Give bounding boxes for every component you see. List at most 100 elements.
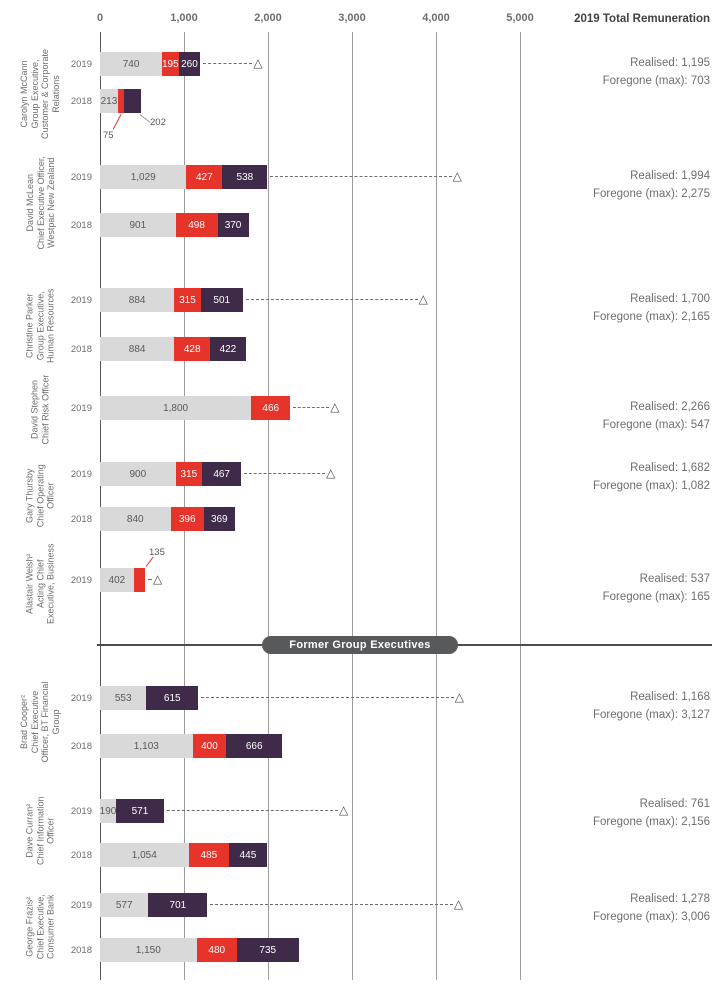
foregone-label: Foregone (max): 3,127 — [593, 709, 710, 721]
segment-gray: 1,103 — [100, 734, 193, 758]
segment-dark: 467 — [202, 462, 242, 486]
segment-red — [117, 89, 125, 113]
year-label: 2018 — [70, 850, 92, 861]
segment-dark — [124, 89, 142, 113]
year-label: 2019 — [70, 469, 92, 480]
axis-tick-label: 3,000 — [338, 12, 366, 24]
bar-2019: 1,029 427 538 — [100, 165, 268, 189]
segment-gray: 884 — [100, 288, 175, 312]
foregone-dashed-line — [148, 579, 153, 580]
executive-name-label: Christine Parker Group Executive, Human … — [14, 280, 66, 372]
segment-value-label: 501 — [213, 294, 231, 306]
foregone-dashed-line — [166, 810, 339, 811]
segment-gray: 402 — [100, 568, 134, 592]
executive-name-label: Dave Curran² Chief Information Officer — [14, 788, 66, 874]
callout-leader-line — [112, 114, 122, 130]
segment-dark: 445 — [229, 843, 267, 867]
summary-labels: Realised: 1,700 Foregone (max): 2,165 — [470, 290, 710, 326]
segment-value-label: 735 — [259, 944, 277, 956]
callout-value-label: 202 — [150, 117, 166, 128]
segment-value-label: 400 — [201, 740, 218, 752]
axis-tick-label: 2,000 — [254, 12, 282, 24]
year-label: 2019 — [70, 403, 92, 414]
bar-2018: 213 — [100, 89, 142, 113]
foregone-marker-triangle: △ — [253, 56, 263, 70]
foregone-label: Foregone (max): 2,156 — [593, 816, 710, 828]
executive-name-label: Gary Thursby Chief Operating Officer — [14, 452, 66, 540]
segment-gray: 1,150 — [100, 938, 197, 962]
foregone-dashed-line — [245, 299, 418, 300]
segment-red: 315 — [175, 462, 203, 486]
year-label: 2018 — [70, 945, 92, 956]
foregone-label: Foregone (max): 2,165 — [593, 311, 710, 323]
bar-2019: 884 315 501 — [100, 288, 243, 312]
year-label: 2019 — [70, 172, 92, 183]
segment-value-label: 428 — [183, 343, 201, 355]
gridline — [520, 32, 521, 980]
segment-value-label: 467 — [213, 468, 230, 480]
year-label: 2019 — [70, 806, 92, 817]
axis-tick-label: 4,000 — [422, 12, 450, 24]
bar-2019: 900 315 467 — [100, 462, 242, 486]
segment-gray: 884 — [100, 337, 175, 361]
segment-red: 480 — [196, 938, 237, 962]
gridline — [436, 32, 437, 980]
realised-label: Realised: 761 — [639, 798, 710, 810]
realised-label: Realised: 2,266 — [630, 401, 710, 413]
segment-red: 315 — [174, 288, 201, 312]
realised-label: Realised: 1,278 — [630, 893, 710, 905]
segment-dark: 538 — [222, 165, 268, 189]
segment-value-label: 396 — [178, 513, 196, 525]
year-label: 2019 — [70, 59, 92, 70]
executive-name-text: George Frazis² Chief Executive, Consumer… — [24, 894, 56, 960]
bar-2019: 553 615 — [100, 686, 199, 710]
segment-dark: 369 — [203, 507, 235, 531]
realised-label: Realised: 1,195 — [630, 57, 710, 69]
segment-dark: 501 — [200, 288, 243, 312]
axis-title: 2019 Total Remuneration — [574, 13, 710, 25]
segment-red: 428 — [174, 337, 211, 361]
realised-label: Realised: 1,682 — [630, 462, 710, 474]
axis-tick-label: 1,000 — [170, 12, 198, 24]
bar-2019: 190 571 — [100, 799, 164, 823]
segment-gray: 213 — [100, 89, 118, 113]
segment-value-label: 1,029 — [130, 171, 156, 183]
axis-tick-label: 0 — [96, 12, 104, 24]
segment-red: 485 — [188, 843, 230, 867]
segment-dark: 571 — [115, 799, 164, 823]
executive-name-label: Brad Cooper² Chief Executive Officer, BT… — [14, 676, 66, 768]
segment-gray: 840 — [100, 507, 171, 531]
realised-label: Realised: 1,168 — [630, 691, 710, 703]
segment-value-label: 260 — [181, 58, 198, 70]
executive-name-label: David McLean Chief Executive Officer, We… — [14, 155, 66, 250]
foregone-label: Foregone (max): 165 — [602, 591, 710, 603]
year-label: 2019 — [70, 693, 92, 704]
segment-value-label: 1,150 — [135, 944, 161, 956]
bar-2019: 402 — [100, 568, 146, 592]
foregone-label: Foregone (max): 2,275 — [593, 188, 710, 200]
foregone-dashed-line — [203, 63, 253, 64]
segment-value-label: 1,054 — [131, 849, 157, 861]
executive-name-label: George Frazis² Chief Executive, Consumer… — [14, 882, 66, 972]
bar-2019: 1,800 466 — [100, 396, 291, 420]
summary-labels: Realised: 1,278 Foregone (max): 3,006 — [470, 890, 710, 926]
foregone-dashed-line — [293, 407, 330, 408]
segment-value-label: 884 — [128, 343, 146, 355]
foregone-label: Foregone (max): 1,082 — [593, 480, 710, 492]
segment-gray: 1,800 — [100, 396, 252, 420]
bar-2019: 577 701 — [100, 893, 208, 917]
foregone-dashed-line — [244, 473, 326, 474]
summary-labels: Realised: 1,994 Foregone (max): 2,275 — [470, 167, 710, 203]
summary-labels: Realised: 2,266 Foregone (max): 547 — [470, 398, 710, 434]
segment-value-label: 538 — [236, 171, 254, 183]
segment-value-label: 840 — [126, 513, 144, 525]
executive-name-text: Brad Cooper² Chief Executive Officer, BT… — [19, 681, 61, 763]
segment-value-label: 369 — [210, 513, 228, 525]
foregone-marker-triangle: △ — [454, 690, 464, 704]
callout-leader-line — [145, 556, 154, 567]
foregone-dashed-line — [270, 176, 452, 177]
summary-labels: Realised: 1,195 Foregone (max): 703 — [470, 54, 710, 90]
year-label: 2019 — [70, 575, 92, 586]
segment-value-label: 553 — [114, 692, 132, 704]
foregone-marker-triangle: △ — [453, 897, 464, 911]
